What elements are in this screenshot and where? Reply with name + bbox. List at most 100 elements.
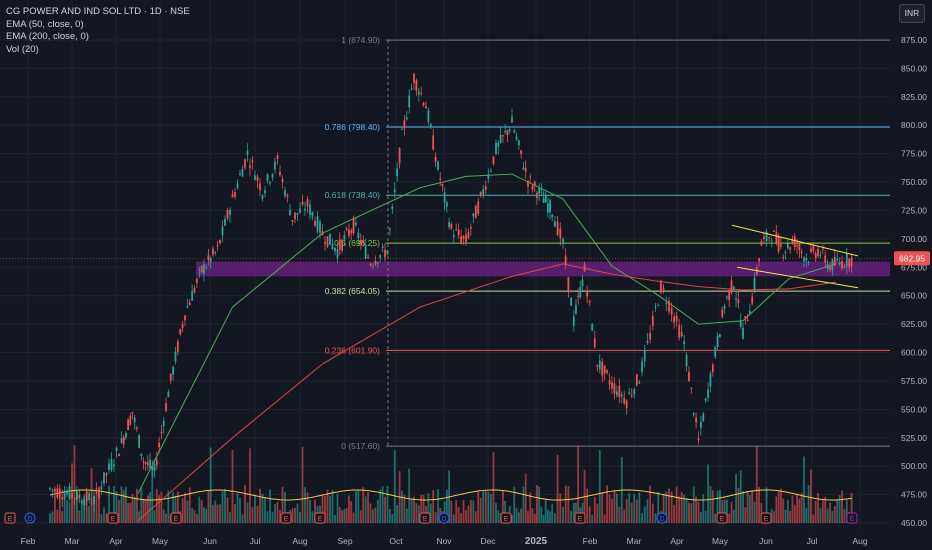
volume-bar <box>836 499 839 523</box>
candle-body <box>443 192 446 203</box>
volume-bar <box>562 507 564 523</box>
volume-bar <box>812 514 815 523</box>
candle-body <box>191 291 194 301</box>
candle-body <box>657 305 660 307</box>
candle-body <box>88 493 91 500</box>
volume-bar <box>374 507 377 523</box>
volume-bar <box>186 500 189 523</box>
volume-bar <box>570 511 572 523</box>
volume-bar <box>281 486 284 523</box>
candle-body <box>508 129 511 132</box>
fibonacci-retracement[interactable]: 1 (874.90) 0.786 (798.40) 0.618 (738.40) 0.… <box>325 35 890 451</box>
volume-bar <box>546 509 549 523</box>
candle-body <box>641 361 643 373</box>
candle-body <box>314 220 316 226</box>
candle-body <box>803 257 805 262</box>
volume-bar <box>244 485 246 523</box>
currency-button[interactable]: INR <box>899 4 925 23</box>
candle-body <box>261 195 264 199</box>
volume-bar <box>355 491 357 523</box>
volume-bar <box>685 498 688 523</box>
volume-bar <box>306 492 309 523</box>
candle-body <box>623 397 626 404</box>
volume-bar <box>618 507 621 523</box>
candle-body <box>85 491 88 502</box>
volume-bar <box>662 493 665 523</box>
candle-body <box>588 300 591 303</box>
volume-bar <box>90 468 93 523</box>
volume-bar <box>591 514 594 523</box>
volume-bar <box>775 496 778 523</box>
volume-bar <box>120 486 123 523</box>
volume-bar <box>381 486 384 523</box>
candle-body <box>75 489 78 501</box>
volume-bar <box>129 502 132 523</box>
volume-bar <box>362 487 365 523</box>
candle-body <box>611 382 613 389</box>
candle-body <box>520 150 523 154</box>
volume-legend[interactable]: Vol (20) <box>6 43 39 55</box>
event-label: E <box>111 516 116 523</box>
candle-body <box>721 309 724 317</box>
candle-body <box>78 494 81 499</box>
volume-bar <box>429 503 432 523</box>
fib-level-label: 0.236 (601.90) <box>325 345 380 355</box>
ema50-legend[interactable]: EMA (50, close, 0) <box>6 18 84 30</box>
time-tick-label: Jul <box>250 536 261 546</box>
candle-body <box>749 310 751 314</box>
volume-bar <box>549 511 551 523</box>
volume-bar <box>784 509 787 523</box>
volume-bar <box>336 493 339 523</box>
volume-bar <box>434 512 437 523</box>
candle-body <box>239 173 241 176</box>
candle-body <box>789 247 792 250</box>
time-axis[interactable]: Feb Mar Apr May Jun Jul Aug Sep Oct Nov Dec 2025 Feb… <box>21 536 868 547</box>
earnings-icon <box>314 512 326 524</box>
candle-body <box>405 117 408 120</box>
candle-body <box>369 263 372 266</box>
wedge-trendlines[interactable] <box>731 224 859 289</box>
candle-body <box>58 488 61 497</box>
candle-body <box>678 325 681 338</box>
price-tick-label: 825.00 <box>901 92 927 102</box>
candle-body <box>403 120 406 129</box>
symbol-title[interactable]: CG POWER AND IND SOL LTD · 1D · NSE <box>6 6 190 17</box>
volume-bar <box>474 511 477 523</box>
ema200-legend[interactable]: EMA (200, close, 0) <box>6 31 89 42</box>
volume-bar <box>209 447 212 523</box>
volume-bar <box>465 510 467 523</box>
candle-body <box>266 174 269 181</box>
volume-bar <box>798 498 801 523</box>
price-axis[interactable]: 875.00 850.00 825.00 800.00 775.00 750.00 725.… <box>0 35 930 528</box>
candle-body <box>281 178 284 182</box>
candle-body <box>649 333 652 340</box>
volume-bar <box>608 494 611 523</box>
volume-bar <box>683 494 686 523</box>
event-marker-earnings: E <box>500 512 512 524</box>
price-tick-label: 600.00 <box>901 348 927 358</box>
candle-body <box>469 227 472 229</box>
candle-body <box>739 319 742 328</box>
volume-bar <box>850 492 853 523</box>
earnings-icon <box>280 512 292 524</box>
volume-bar <box>544 498 547 523</box>
volume-bar <box>520 508 523 523</box>
candle-body <box>773 230 775 232</box>
candle-body <box>142 461 145 463</box>
candle-body <box>236 183 239 189</box>
event-marker-earnings: E <box>314 512 326 524</box>
volume-bar <box>345 508 348 523</box>
candle-body <box>160 432 163 434</box>
candle-body <box>389 228 391 230</box>
earnings-icon <box>170 512 182 524</box>
candle-body <box>316 216 319 232</box>
volume-bar <box>133 496 136 523</box>
volume-bar <box>467 505 470 523</box>
volume-bar <box>432 490 435 523</box>
volume-bar <box>266 511 269 523</box>
candle-body <box>331 243 334 249</box>
candle-body <box>113 464 115 467</box>
candle-body <box>742 327 744 339</box>
